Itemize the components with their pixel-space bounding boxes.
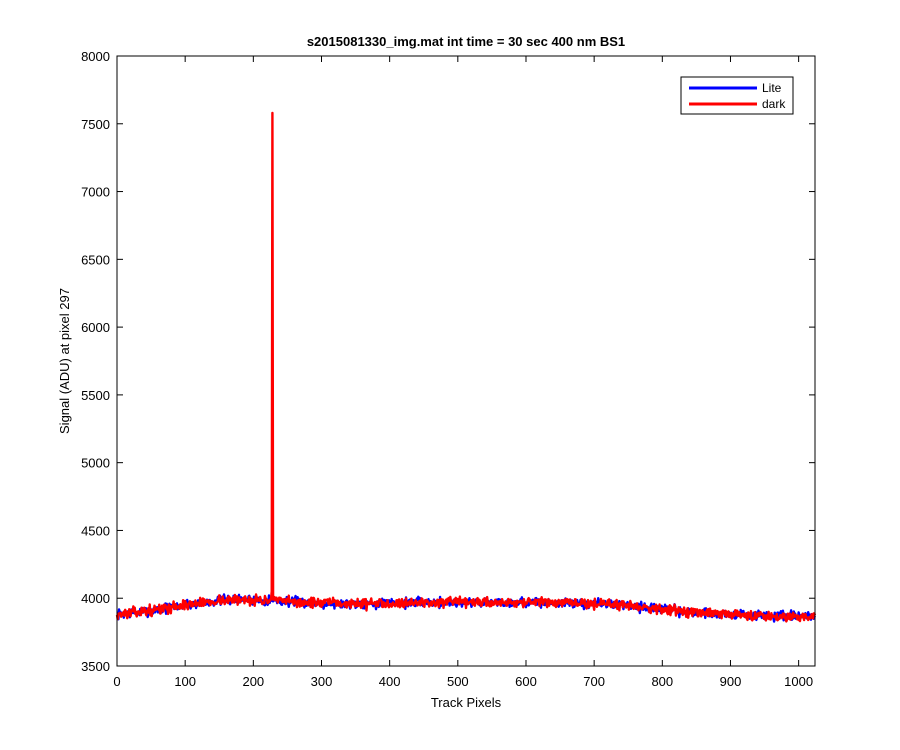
x-tick-label: 200 bbox=[242, 674, 264, 689]
x-tick-label: 0 bbox=[113, 674, 120, 689]
x-axis-label: Track Pixels bbox=[431, 695, 502, 710]
chart-title: s2015081330_img.mat int time = 30 sec 40… bbox=[307, 34, 625, 49]
plot-frame bbox=[116, 55, 816, 667]
y-tick-label: 4000 bbox=[81, 591, 110, 606]
x-axis: 0 100 200 300 400 500 600 700 800 900 1000 bbox=[113, 56, 813, 689]
legend-label-lite: Lite bbox=[762, 81, 782, 95]
x-tick-label: 1000 bbox=[784, 674, 813, 689]
y-tick-label: 6000 bbox=[81, 320, 110, 335]
x-tick-label: 400 bbox=[379, 674, 401, 689]
x-tick-label: 300 bbox=[311, 674, 333, 689]
y-tick-label: 4500 bbox=[81, 523, 110, 538]
legend[interactable]: Lite dark bbox=[680, 76, 794, 115]
y-tick-label: 3500 bbox=[81, 659, 110, 674]
y-axis-label: Signal (ADU) at pixel 297 bbox=[57, 288, 72, 434]
y-tick-label: 7500 bbox=[81, 117, 110, 132]
y-tick-label: 5000 bbox=[81, 456, 110, 471]
legend-box bbox=[680, 76, 794, 115]
y-tick-label: 5500 bbox=[81, 388, 110, 403]
x-tick-label: 100 bbox=[174, 674, 196, 689]
x-tick-label: 500 bbox=[447, 674, 469, 689]
x-tick-label: 600 bbox=[515, 674, 537, 689]
plot-lines bbox=[115, 111, 817, 623]
series-line-dark bbox=[115, 111, 817, 623]
x-tick-label: 700 bbox=[583, 674, 605, 689]
y-tick-label: 7000 bbox=[81, 185, 110, 200]
y-axis: 3500 4000 4500 5000 5500 6000 6500 7000 7500 8000 bbox=[81, 49, 815, 674]
x-tick-label: 800 bbox=[651, 674, 673, 689]
legend-label-dark: dark bbox=[762, 97, 786, 111]
x-tick-label: 900 bbox=[720, 674, 742, 689]
y-tick-label: 6500 bbox=[81, 252, 110, 267]
y-tick-label: 8000 bbox=[81, 49, 110, 64]
